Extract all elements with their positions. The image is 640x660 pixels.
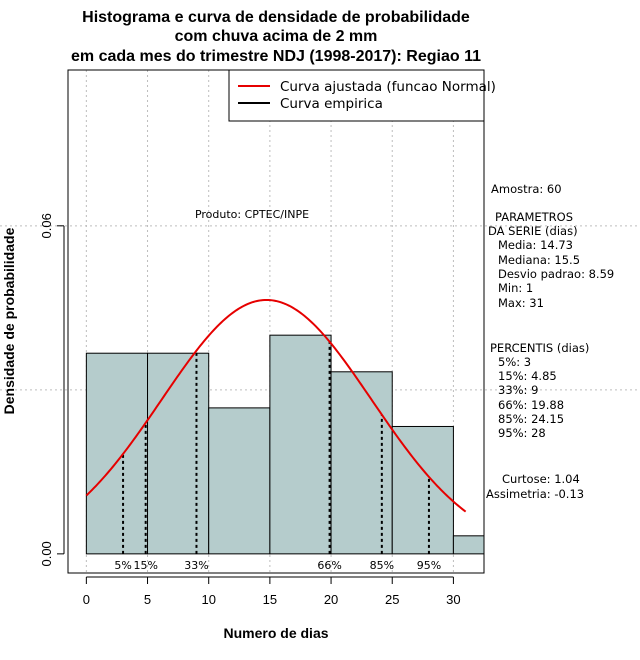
chart-title-line-3: em cada mes do trimestre NDJ (1998-2017)… <box>71 48 481 65</box>
x-tick-label-6: 30 <box>446 592 460 607</box>
chart-title-line-1: Histograma e curva de densidade de proba… <box>82 9 470 26</box>
stat-p95: 95%: 28 <box>498 426 546 440</box>
stat-media: Media: 14.73 <box>498 238 573 252</box>
stat-params-title-2: DA SERIE (dias) <box>488 224 578 238</box>
y-axis: 0.00 0.06 <box>39 213 65 567</box>
x-axis: 0 5 10 15 20 25 30 <box>83 576 461 607</box>
credit-text: Produto: CPTEC/INPE <box>195 208 309 221</box>
y-axis-title: Densidade de probabilidade <box>1 227 17 414</box>
percentile-label-4: 85% <box>370 559 394 572</box>
x-axis-title: Numero de dias <box>223 625 328 641</box>
stat-p66: 66%: 19.88 <box>498 398 564 412</box>
legend-label-normal: Curva ajustada (funcao Normal) <box>280 79 496 95</box>
stat-max: Max: 31 <box>498 296 544 310</box>
stat-p33: 33%: 9 <box>498 383 538 397</box>
y-tick-label-1: 0.06 <box>39 213 54 238</box>
normal-curve <box>85 298 467 513</box>
x-tick-label-1: 5 <box>144 592 151 607</box>
percentile-label-5: 95% <box>417 559 441 572</box>
percentile-label-2: 33% <box>184 559 208 572</box>
stat-p85: 85%: 24.15 <box>498 412 564 426</box>
stat-desvio: Desvio padrao: 8.59 <box>498 267 614 281</box>
x-tick-label-0: 0 <box>83 592 90 607</box>
histogram-bar-3 <box>269 334 332 555</box>
histogram-bar-4 <box>330 371 393 555</box>
percentile-lines <box>122 341 430 554</box>
legend-label-empirical: Curva empirica <box>280 96 383 112</box>
legend: Curva ajustada (funcao Normal) Curva emp… <box>228 69 496 122</box>
x-tick-label-5: 25 <box>385 592 399 607</box>
stat-p15: 15%: 4.85 <box>498 369 557 383</box>
stat-assimetria: Assimetria: -0.13 <box>486 487 584 501</box>
histogram-bar-2 <box>208 407 271 555</box>
histogram-bar-5 <box>391 425 454 555</box>
stat-percentis-title: PERCENTIS (dias) <box>490 341 589 355</box>
legend-box <box>228 69 485 122</box>
histogram-bar-6 <box>452 535 485 555</box>
histogram-bar-1 <box>147 352 210 555</box>
stat-min: Min: 1 <box>498 281 533 295</box>
percentile-label-0: 5% <box>114 559 131 572</box>
histogram-bars <box>85 334 485 555</box>
chart-title-line-2: com chuva acima de 2 mm <box>175 28 378 45</box>
stat-mediana: Mediana: 15.5 <box>498 253 580 267</box>
x-tick-label-3: 15 <box>263 592 277 607</box>
percentile-label-3: 66% <box>317 559 341 572</box>
x-tick-label-2: 10 <box>201 592 215 607</box>
stat-sample: Amostra: 60 <box>491 182 562 196</box>
percentile-label-1: 15% <box>133 559 157 572</box>
stat-curtose: Curtose: 1.04 <box>502 472 580 486</box>
stats-panel: Amostra: 60 PARAMETROS DA SERIE (dias) M… <box>486 182 614 501</box>
percentile-labels: 5% 15% 33% 66% 85% 95% <box>114 559 441 572</box>
stat-p5: 5%: 3 <box>498 355 531 369</box>
x-tick-label-4: 20 <box>324 592 338 607</box>
histogram-bar-0 <box>85 352 149 555</box>
y-tick-label-0: 0.00 <box>39 541 54 566</box>
stat-params-title-1: PARAMETROS <box>495 210 573 224</box>
